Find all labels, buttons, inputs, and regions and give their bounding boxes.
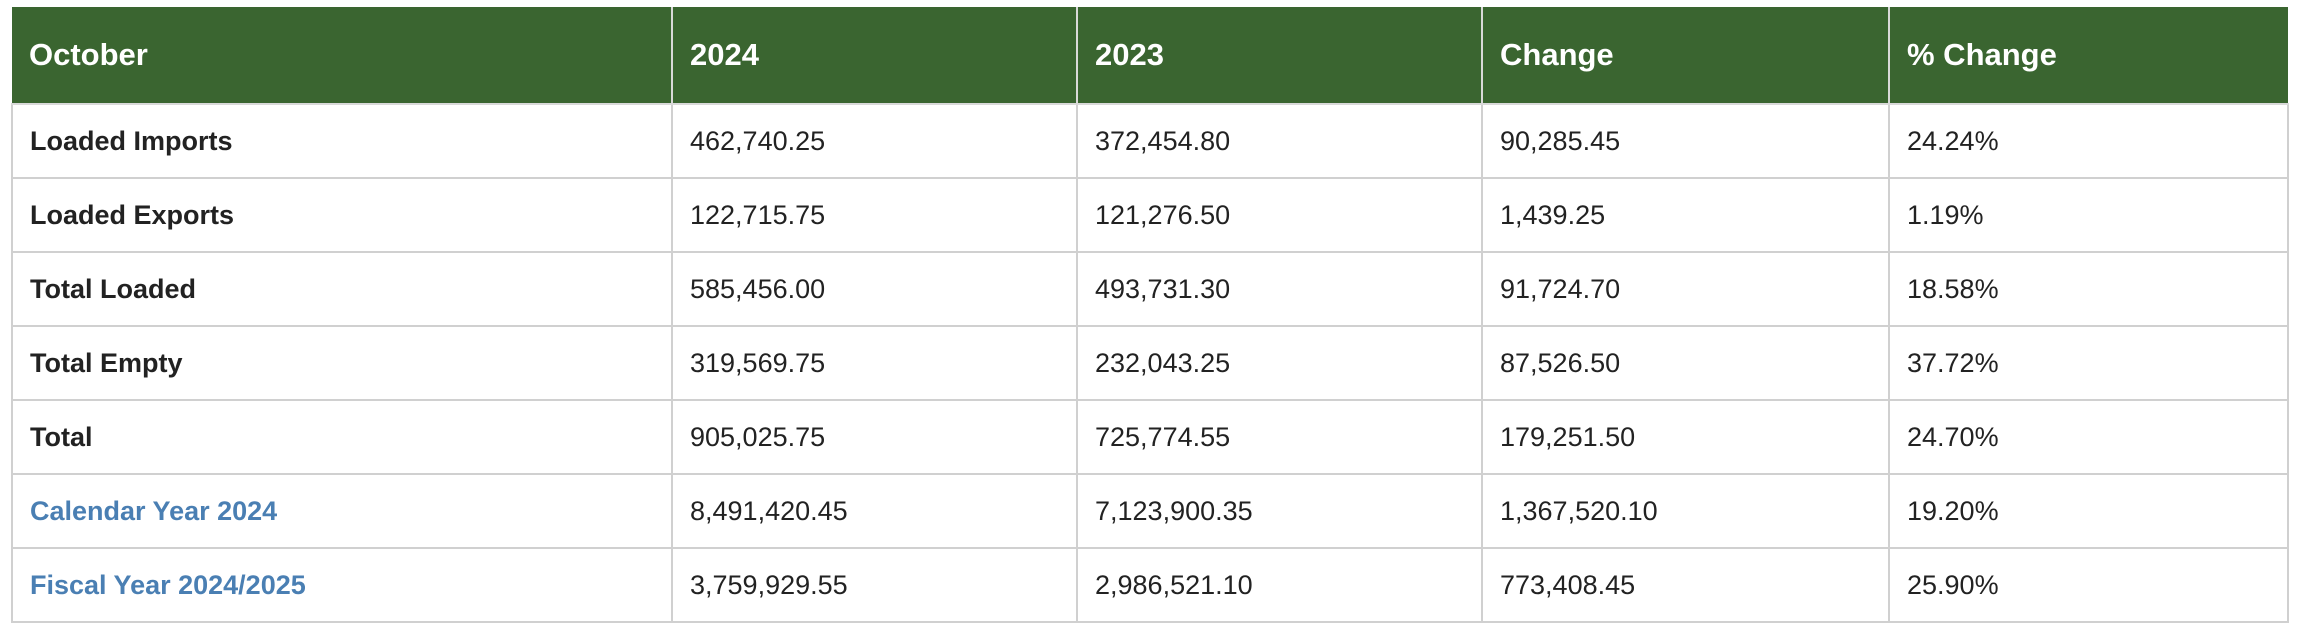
cell-value: 18.58% [1888, 251, 2289, 327]
cell-value: 319,569.75 [671, 325, 1078, 401]
cell-value: 1,367,520.10 [1481, 473, 1890, 549]
cell-value: 122,715.75 [671, 177, 1078, 253]
cell-value: 25.90% [1888, 547, 2289, 623]
cell-value: 1.19% [1888, 177, 2289, 253]
cell-value: 773,408.45 [1481, 547, 1890, 623]
teu-statistics-table: October 2024 2023 Change % Change Loaded… [11, 7, 2289, 623]
table-row: Total 905,025.75 725,774.55 179,251.50 2… [11, 399, 2289, 475]
cell-value: 87,526.50 [1481, 325, 1890, 401]
table-row: Calendar Year 2024 8,491,420.45 7,123,90… [11, 473, 2289, 549]
row-label-loaded-exports: Loaded Exports [11, 177, 673, 253]
row-label-total-loaded: Total Loaded [11, 251, 673, 327]
calendar-year-link[interactable]: Calendar Year 2024 [11, 473, 673, 549]
cell-value: 462,740.25 [671, 103, 1078, 179]
header-change: Change [1482, 7, 1890, 105]
table-row: Total Loaded 585,456.00 493,731.30 91,72… [11, 251, 2289, 327]
row-label-total-empty: Total Empty [11, 325, 673, 401]
cell-value: 232,043.25 [1076, 325, 1483, 401]
header-previous-year: 2023 [1077, 7, 1483, 105]
row-label-total: Total [11, 399, 673, 475]
cell-value: 19.20% [1888, 473, 2289, 549]
cell-value: 905,025.75 [671, 399, 1078, 475]
cell-value: 121,276.50 [1076, 177, 1483, 253]
header-percent-change: % Change [1889, 7, 2288, 105]
cell-value: 91,724.70 [1481, 251, 1890, 327]
cell-value: 24.24% [1888, 103, 2289, 179]
table-row: Loaded Imports 462,740.25 372,454.80 90,… [11, 103, 2289, 179]
cell-value: 37.72% [1888, 325, 2289, 401]
cell-value: 585,456.00 [671, 251, 1078, 327]
cell-value: 3,759,929.55 [671, 547, 1078, 623]
header-month: October [12, 7, 673, 105]
table-row: Fiscal Year 2024/2025 3,759,929.55 2,986… [11, 547, 2289, 623]
cell-value: 7,123,900.35 [1076, 473, 1483, 549]
cell-value: 8,491,420.45 [671, 473, 1078, 549]
cell-value: 1,439.25 [1481, 177, 1890, 253]
cell-value: 24.70% [1888, 399, 2289, 475]
fiscal-year-link[interactable]: Fiscal Year 2024/2025 [11, 547, 673, 623]
cell-value: 90,285.45 [1481, 103, 1890, 179]
cell-value: 725,774.55 [1076, 399, 1483, 475]
table-header-row: October 2024 2023 Change % Change [12, 7, 2288, 105]
table-row: Total Empty 319,569.75 232,043.25 87,526… [11, 325, 2289, 401]
row-label-loaded-imports: Loaded Imports [11, 103, 673, 179]
cell-value: 179,251.50 [1481, 399, 1890, 475]
cell-value: 372,454.80 [1076, 103, 1483, 179]
header-current-year: 2024 [672, 7, 1078, 105]
cell-value: 2,986,521.10 [1076, 547, 1483, 623]
cell-value: 493,731.30 [1076, 251, 1483, 327]
table-row: Loaded Exports 122,715.75 121,276.50 1,4… [11, 177, 2289, 253]
